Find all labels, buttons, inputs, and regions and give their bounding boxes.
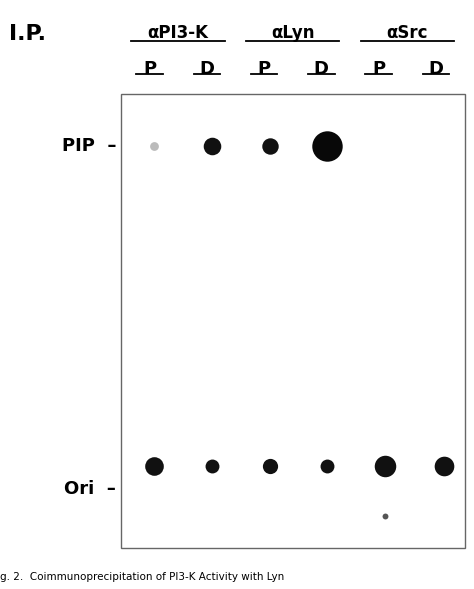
Point [208, 142, 216, 151]
Text: D: D [314, 60, 329, 78]
Point [382, 461, 389, 471]
Text: g. 2.  Coimmunoprecipitation of PI3-K Activity with Lyn: g. 2. Coimmunoprecipitation of PI3-K Act… [0, 572, 284, 582]
Text: I.P.: I.P. [9, 24, 46, 44]
Point [323, 142, 331, 151]
Point [266, 142, 274, 151]
Text: PIP  –: PIP – [62, 137, 116, 155]
Point [266, 461, 274, 471]
Text: Ori  –: Ori – [64, 480, 116, 498]
Bar [121, 94, 465, 548]
Text: P: P [372, 60, 385, 78]
Text: P: P [257, 60, 271, 78]
Point [323, 461, 331, 471]
Text: D: D [428, 60, 443, 78]
Point [150, 142, 157, 151]
Point [208, 461, 216, 471]
Point [150, 461, 157, 471]
Text: αSrc: αSrc [386, 24, 428, 42]
Text: P: P [143, 60, 156, 78]
Point [440, 461, 447, 471]
Text: αLyn: αLyn [271, 24, 314, 42]
Text: αPI3-K: αPI3-K [147, 24, 209, 42]
Point [382, 511, 389, 521]
Text: D: D [199, 60, 214, 78]
